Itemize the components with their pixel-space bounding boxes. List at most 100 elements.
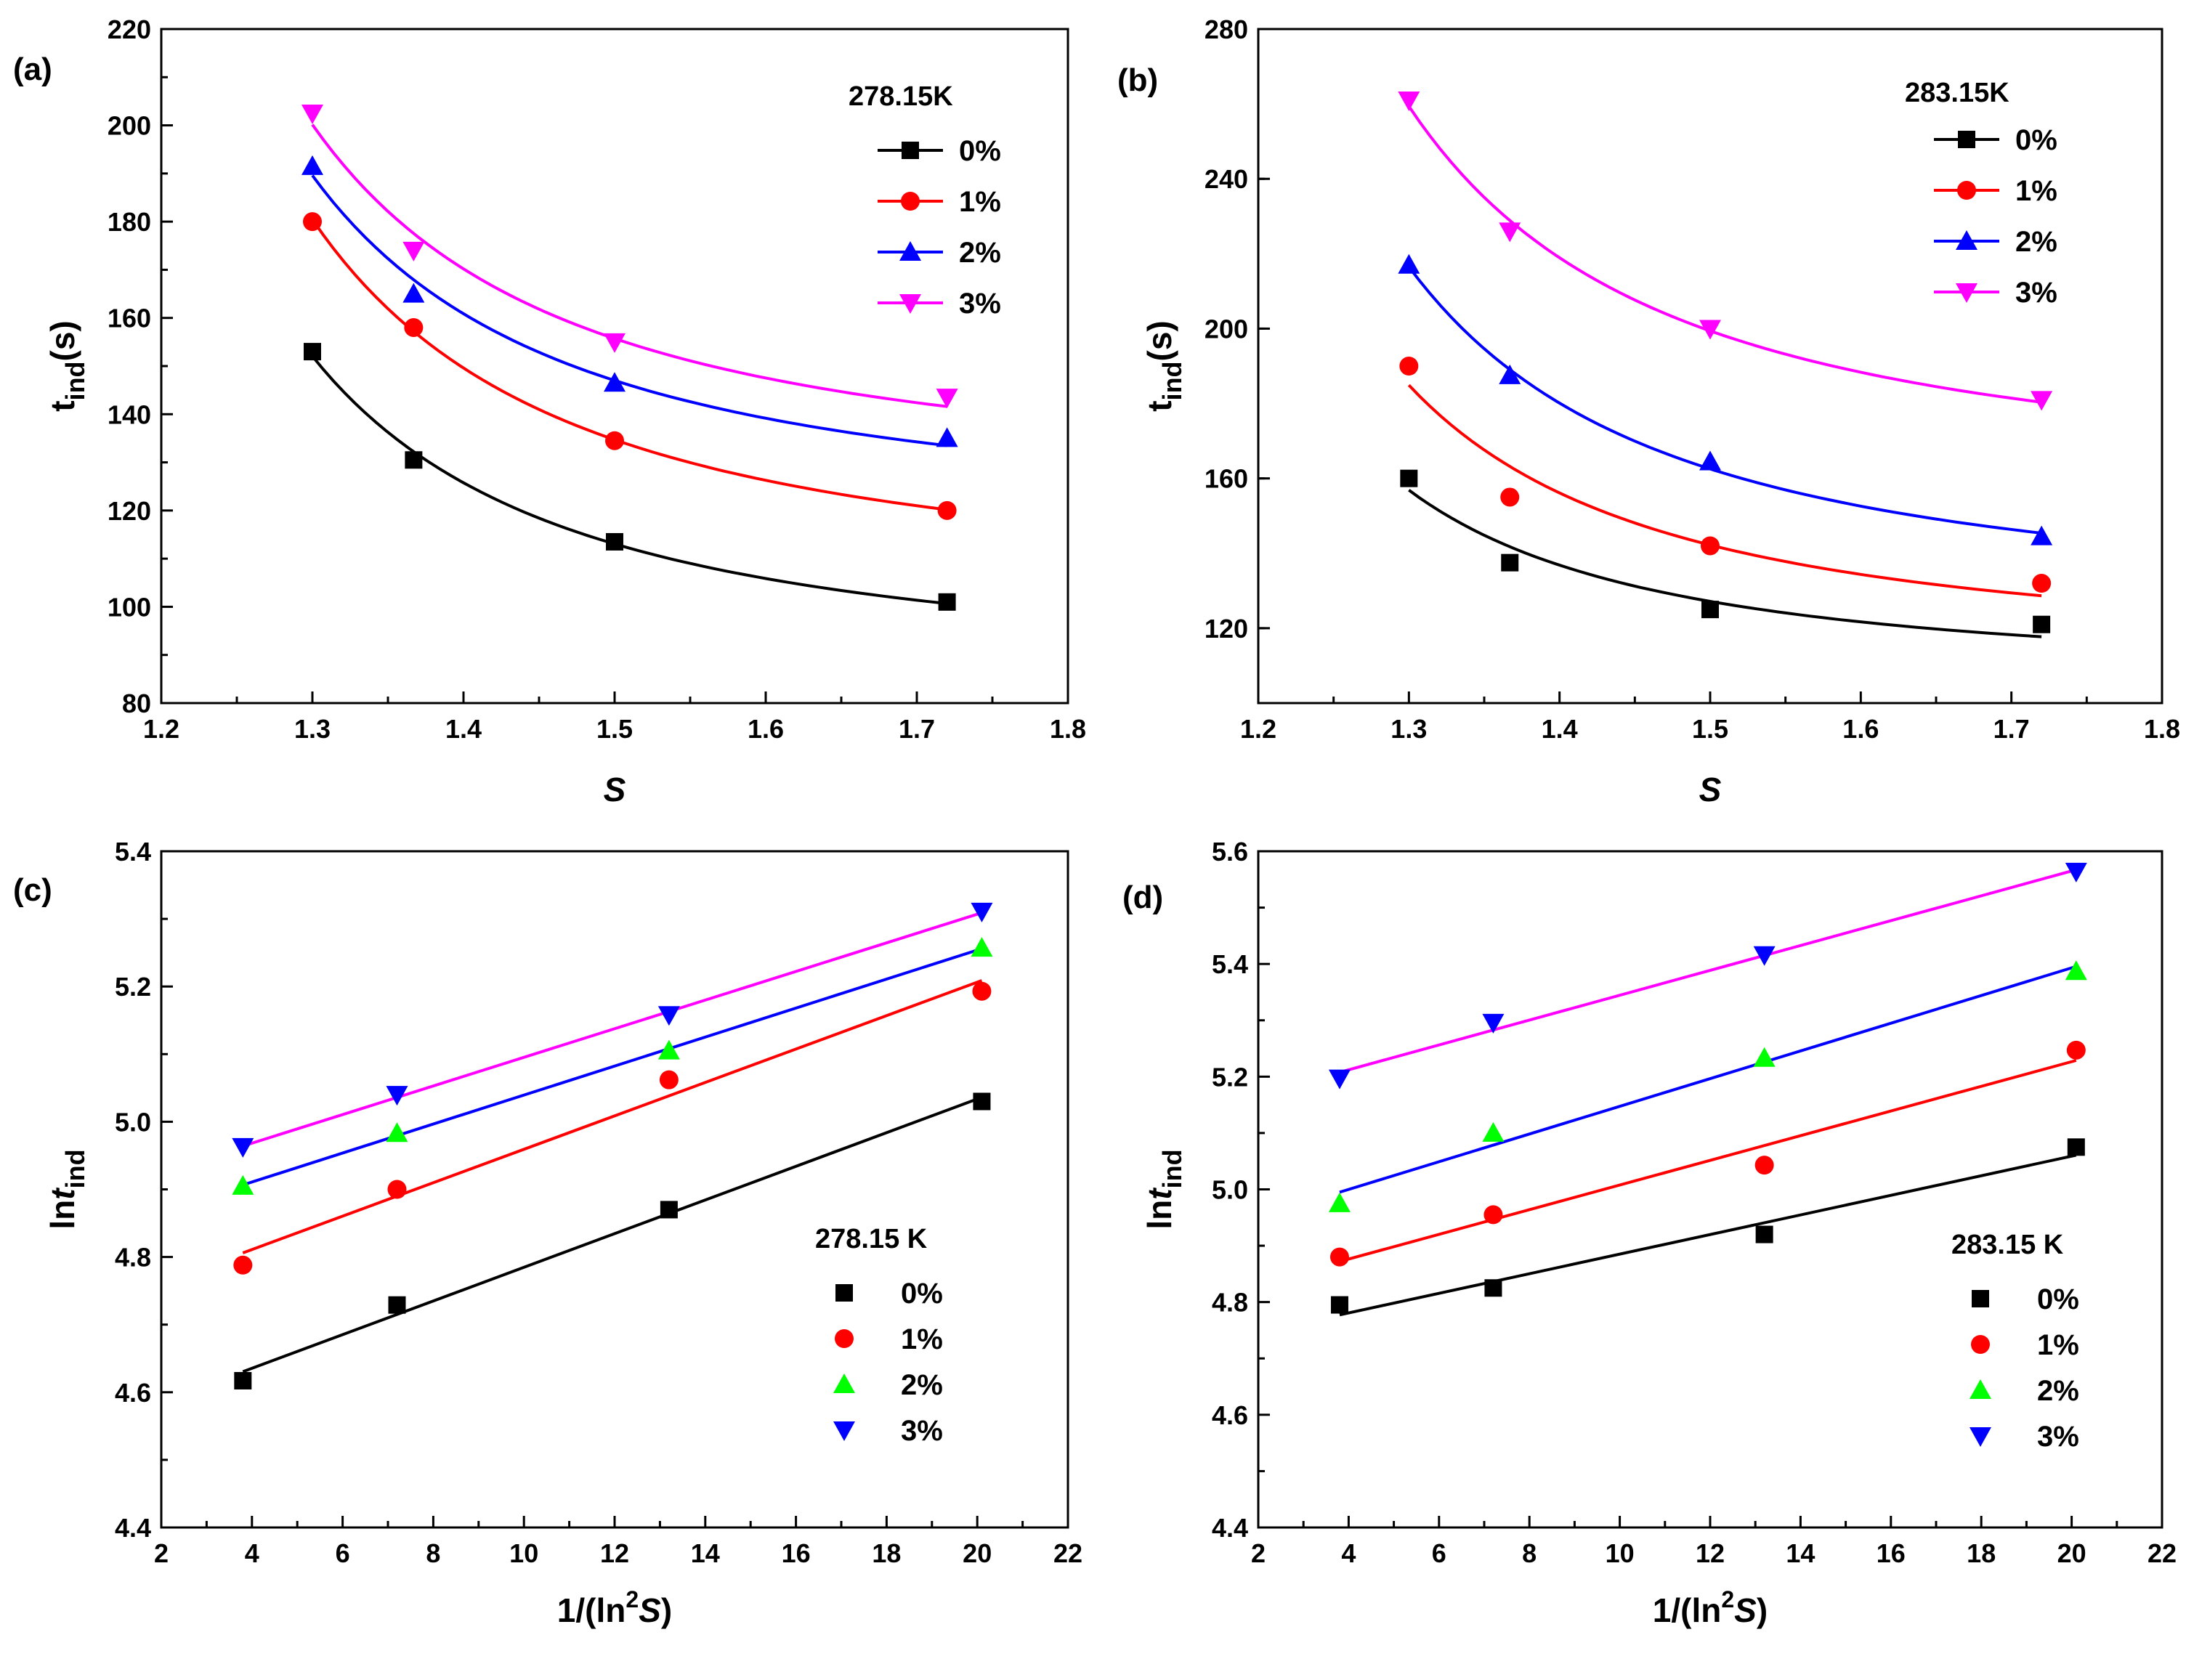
series-3pct <box>1398 91 2053 411</box>
data-point <box>2031 391 2053 411</box>
x-tick-label: 2 <box>154 1538 169 1568</box>
x-tick-label: 4 <box>245 1538 259 1568</box>
data-point <box>659 1070 679 1089</box>
x-tick-label: 1.3 <box>1390 714 1427 744</box>
data-point <box>1699 450 1721 471</box>
chart-panel-0: (a) 1.2 1.3 1.4 1.5 1.6 1.7 1.8 80 100 120 140 160 18… <box>13 15 1086 808</box>
data-point <box>657 1006 680 1026</box>
x-tick-label: 14 <box>1786 1538 1815 1568</box>
x-tick-label: 4 <box>1341 1538 1356 1568</box>
series-2pct <box>301 155 958 447</box>
legend-marker <box>1972 1290 1989 1307</box>
data-point <box>404 317 424 337</box>
y-tick-label: 160 <box>108 304 151 333</box>
data-point <box>1754 1156 1774 1175</box>
panel-letter: (c) <box>13 872 52 908</box>
legend-marker <box>1958 131 1975 148</box>
data-point <box>1500 487 1520 507</box>
data-point <box>2065 862 2087 882</box>
y-tick-label: 5.0 <box>1212 1175 1248 1205</box>
y-tick-label: 4.4 <box>115 1513 151 1543</box>
series-2pct <box>232 937 993 1195</box>
legend-title: 278.15K <box>849 81 953 112</box>
chart-panel-2: (c) 2 4 6 8 10 12 14 16 18 20 22 4.4 4.6 4.8 5.0 5.2 5.4 1… <box>13 837 1082 1629</box>
y-axis-title: lntind <box>44 1149 90 1229</box>
legend-marker <box>835 1329 854 1348</box>
data-point <box>1398 253 1420 274</box>
data-point <box>1330 1296 1348 1314</box>
x-tick-label: 20 <box>2057 1538 2086 1568</box>
data-point <box>1400 469 1418 487</box>
x-axis-title: 1/(ln2S) <box>1653 1586 1768 1629</box>
x-tick-label: 1.2 <box>143 714 179 744</box>
legend-label: 3% <box>901 1415 943 1447</box>
legend-label: 0% <box>2037 1283 2079 1315</box>
legend-marker <box>1956 230 1977 250</box>
legend-label: 3% <box>2015 277 2057 309</box>
y-axis-title: tind(s) <box>1141 320 1187 412</box>
series-1pct <box>1329 1040 2086 1267</box>
y-axis-title: tind(s) <box>44 320 90 412</box>
data-point <box>2065 960 2087 981</box>
series-2pct <box>1398 253 2053 545</box>
data-point <box>233 1255 253 1275</box>
y-tick-label: 5.6 <box>1212 837 1248 867</box>
data-point <box>604 372 626 392</box>
y-tick-label: 4.8 <box>115 1243 151 1273</box>
y-tick-label: 4.6 <box>1212 1400 1248 1430</box>
fit-line <box>1339 965 2077 1194</box>
y-tick-label: 4.6 <box>115 1378 151 1408</box>
x-tick-label: 1.5 <box>1692 714 1728 744</box>
y-tick-label: 100 <box>108 592 151 622</box>
y-tick-label: 5.4 <box>1212 949 1248 979</box>
data-point <box>1328 1069 1351 1089</box>
legend-marker <box>1957 181 1976 200</box>
x-tick-label: 14 <box>691 1538 720 1568</box>
fit-line <box>242 947 983 1187</box>
legend-marker <box>835 1284 853 1302</box>
x-tick-label: 1.4 <box>445 714 482 744</box>
fit-line <box>1339 1153 2077 1317</box>
y-tick-label: 220 <box>108 15 151 44</box>
x-tick-label: 18 <box>1967 1538 1996 1568</box>
data-point <box>2033 615 2051 633</box>
data-point <box>303 212 322 232</box>
x-tick-label: 1.6 <box>748 714 784 744</box>
fit-line <box>242 1095 983 1373</box>
legend-marker <box>901 192 920 211</box>
x-tick-label: 1.2 <box>1240 714 1276 744</box>
legend-label: 0% <box>959 135 1001 167</box>
legend: 278.15 K 0% 1% 2% 3% <box>815 1224 943 1447</box>
y-tick-label: 280 <box>1205 15 1248 44</box>
data-point <box>301 105 323 124</box>
fit-line <box>1407 384 2042 598</box>
y-tick-label: 4.8 <box>1212 1288 1248 1318</box>
data-point <box>937 500 957 520</box>
legend-title: 283.15 K <box>1951 1230 2064 1260</box>
y-tick-label: 200 <box>108 111 151 141</box>
data-point <box>2067 1138 2085 1156</box>
x-tick-label: 6 <box>1432 1538 1446 1568</box>
series-0pct <box>234 1092 991 1389</box>
panel-letter: (a) <box>13 52 52 87</box>
legend-marker <box>1970 1379 1991 1399</box>
x-tick-label: 10 <box>509 1538 538 1568</box>
data-point <box>405 451 423 469</box>
data-point <box>1483 1205 1503 1225</box>
data-point <box>605 431 624 450</box>
legend-label: 0% <box>2015 124 2057 156</box>
fit-line <box>1339 1059 2077 1263</box>
data-point <box>1501 553 1519 572</box>
x-tick-label: 12 <box>600 1538 629 1568</box>
data-point <box>971 937 993 957</box>
data-point <box>402 283 425 303</box>
x-tick-label: 1.5 <box>596 714 633 744</box>
series-2pct <box>1328 960 2087 1212</box>
series-3pct <box>1328 862 2087 1089</box>
data-point <box>1398 91 1420 111</box>
legend-label: 2% <box>959 237 1001 269</box>
legend-label: 3% <box>2037 1421 2079 1453</box>
y-tick-label: 200 <box>1205 314 1248 344</box>
legend-label: 2% <box>901 1369 943 1401</box>
